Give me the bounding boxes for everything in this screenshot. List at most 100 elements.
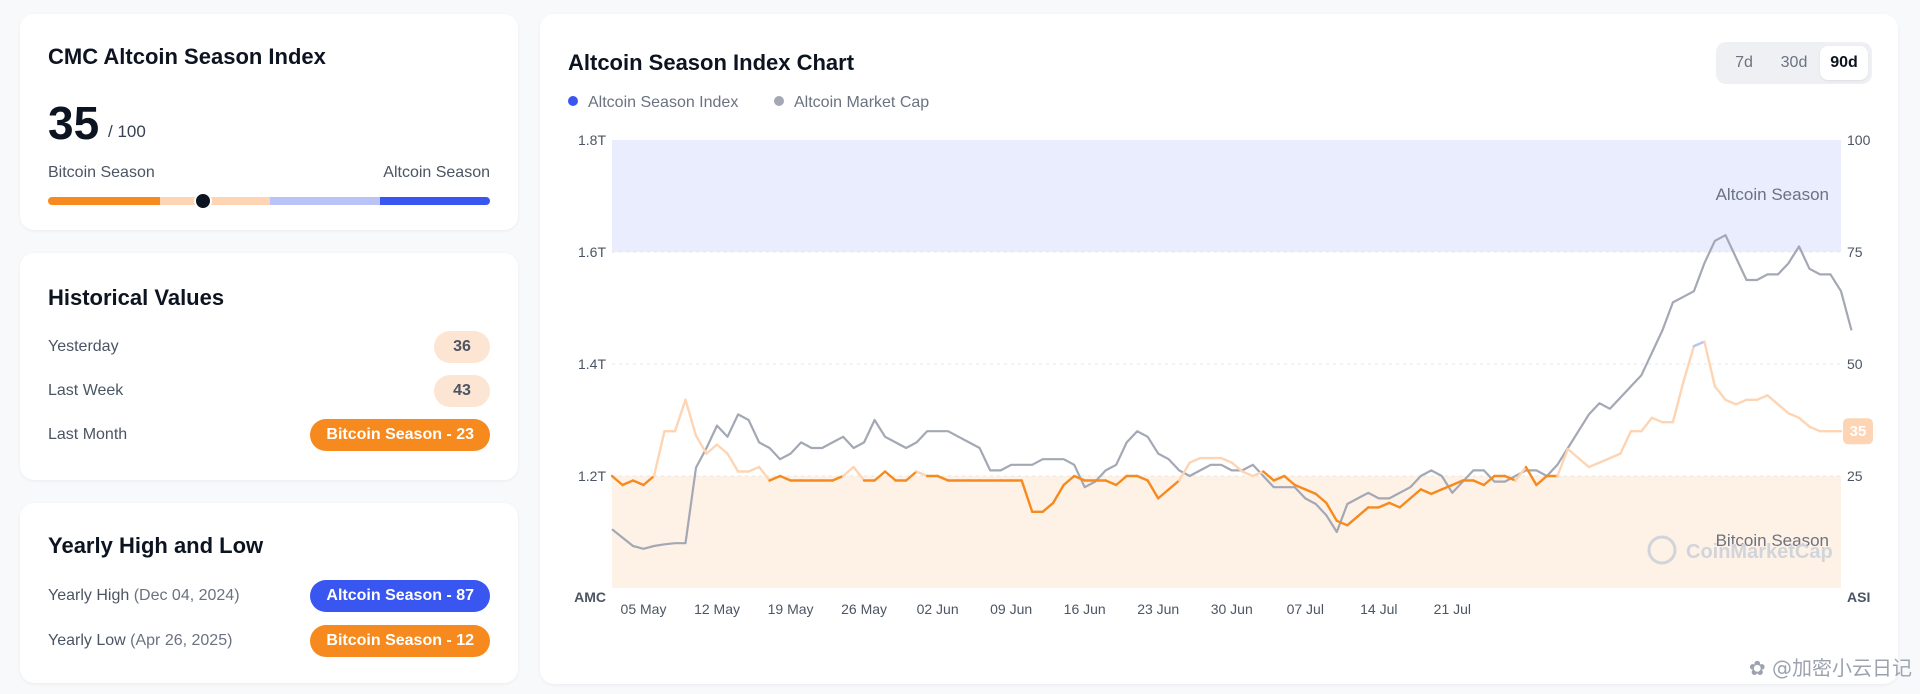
history-value-yesterday: 36 bbox=[434, 331, 490, 363]
left-axis-tick-2: 1.4T bbox=[578, 356, 606, 372]
series-segment-index-66 bbox=[1304, 488, 1317, 496]
slider-segment-bitcoin bbox=[48, 197, 160, 205]
series-segment-index-28 bbox=[904, 470, 918, 482]
series-segment-index-55 bbox=[1188, 456, 1202, 464]
series-segment-index-54 bbox=[1178, 461, 1191, 482]
series-segment-index-90 bbox=[1556, 447, 1570, 478]
altcoin-season-chart: Altcoin Season Bitcoin SeasonCoinMarketCa… bbox=[574, 132, 1873, 617]
series-segment-index-106 bbox=[1724, 398, 1738, 406]
series-segment-index-10 bbox=[715, 443, 729, 455]
series-segment-index-75 bbox=[1398, 497, 1412, 509]
series-segment-index-69 bbox=[1335, 519, 1349, 527]
index-max: / 100 bbox=[108, 122, 146, 141]
right-axis-tick-3: 25 bbox=[1847, 468, 1863, 484]
series-segment-index-77 bbox=[1419, 488, 1433, 496]
series-segment-index-107 bbox=[1734, 398, 1748, 406]
altcoin-index-card: CMC Altcoin Season Index 35 / 100 Bitcoi… bbox=[20, 14, 518, 230]
history-label-last-month: Last Month bbox=[48, 426, 128, 443]
series-segment-index-76 bbox=[1409, 488, 1422, 500]
history-label-yesterday: Yesterday bbox=[48, 338, 119, 355]
series-line-market-cap bbox=[611, 234, 1853, 550]
x-tick-11: 21 Jul bbox=[1434, 601, 1471, 617]
range-30d-button[interactable]: 30d bbox=[1780, 54, 1808, 71]
zone-label-bitcoin-season: Bitcoin Season bbox=[1716, 531, 1829, 550]
zone-label-altcoin-season: Altcoin Season bbox=[1716, 185, 1829, 204]
series-segment-index-41 bbox=[1041, 501, 1055, 513]
chart-title: Altcoin Season Index Chart bbox=[568, 50, 855, 75]
x-tick-10: 14 Jul bbox=[1360, 601, 1397, 617]
slider-segment-bitcoin-light bbox=[160, 197, 270, 205]
yearly-low-label: Yearly Low bbox=[48, 632, 126, 649]
series-segment-index-4 bbox=[652, 430, 666, 478]
series-segment-index-6 bbox=[673, 398, 687, 433]
series-segment-index-96 bbox=[1619, 430, 1633, 455]
range-switch: 7d 30d 90d bbox=[1716, 42, 1872, 84]
series-segment-index-113 bbox=[1797, 416, 1811, 428]
series-segment-index-80 bbox=[1451, 479, 1464, 487]
series-segment-index-112 bbox=[1787, 412, 1801, 419]
range-7d-button[interactable]: 7d bbox=[1735, 54, 1753, 71]
left-axis-label: AMC bbox=[574, 589, 606, 605]
series-segment-index-86 bbox=[1514, 465, 1528, 482]
left-axis-tick-0: 1.8T bbox=[578, 132, 606, 148]
history-value-last-month: Bitcoin Season - 23 bbox=[310, 419, 490, 451]
legend-dot-index bbox=[568, 96, 578, 106]
series-segment-index-102 bbox=[1682, 344, 1696, 384]
series-segment-index-62 bbox=[1262, 470, 1275, 482]
series-segment-index-83 bbox=[1482, 474, 1496, 487]
right-axis-tick-2: 50 bbox=[1847, 356, 1863, 372]
range-90d-button[interactable]: 90d bbox=[1820, 46, 1868, 80]
legend-label-market-cap: Altcoin Market Cap bbox=[794, 94, 930, 111]
series-segment-index-1 bbox=[621, 479, 635, 487]
series-segment-index-25 bbox=[873, 470, 887, 482]
series-segment-index-63 bbox=[1272, 474, 1286, 482]
series-segment-index-0 bbox=[610, 474, 624, 487]
x-tick-2: 19 May bbox=[768, 601, 814, 617]
series-segment-index-48 bbox=[1115, 474, 1128, 487]
zone-altcoin-season bbox=[612, 140, 1841, 252]
series-segment-index-70 bbox=[1346, 515, 1359, 527]
slider-knob bbox=[193, 192, 212, 210]
series-segment-index-95 bbox=[1608, 452, 1622, 460]
series-segment-index-99 bbox=[1650, 416, 1664, 424]
series-segment-index-7 bbox=[684, 398, 698, 437]
series-segment-index-8 bbox=[694, 434, 708, 455]
history-label-last-week: Last Week bbox=[48, 382, 124, 399]
series-segment-index-101 bbox=[1671, 380, 1685, 424]
series-segment-index-16 bbox=[778, 474, 792, 482]
series-segment-index-61 bbox=[1251, 470, 1265, 478]
altcoin-season-label: Altcoin Season bbox=[383, 164, 490, 181]
series-segment-index-3 bbox=[642, 474, 656, 487]
index-card-title: CMC Altcoin Season Index bbox=[48, 44, 326, 69]
series-segment-index-114 bbox=[1808, 425, 1822, 433]
series-segment-index-87 bbox=[1524, 465, 1538, 487]
series-segment-index-103 bbox=[1692, 340, 1706, 348]
series-segment-index-39 bbox=[1020, 479, 1034, 513]
series-segment-index-93 bbox=[1587, 461, 1601, 469]
left-axis-tick-1: 1.6T bbox=[578, 244, 606, 260]
legend-item-index[interactable]: Altcoin Season Index bbox=[568, 94, 738, 112]
series-segment-index-60 bbox=[1241, 470, 1254, 478]
yearly-high-value: Altcoin Season - 87 bbox=[310, 580, 490, 612]
series-segment-index-78 bbox=[1430, 488, 1443, 496]
yearly-low-value: Bitcoin Season - 12 bbox=[310, 625, 490, 657]
yearly-low-date: (Apr 26, 2025) bbox=[130, 632, 233, 649]
bitcoin-season-label: Bitcoin Season bbox=[48, 164, 155, 181]
x-tick-9: 07 Jul bbox=[1287, 601, 1324, 617]
last-value-label: 35 bbox=[1850, 423, 1867, 440]
series-segment-index-29 bbox=[915, 470, 929, 478]
series-segment-index-50 bbox=[1136, 474, 1149, 482]
series-segment-index-64 bbox=[1283, 474, 1296, 487]
last-value-badge bbox=[1843, 418, 1873, 445]
legend-item-market-cap[interactable]: Altcoin Market Cap bbox=[774, 94, 929, 112]
series-segment-index-94 bbox=[1598, 456, 1612, 464]
series-segment-index-11 bbox=[726, 452, 740, 473]
right-axis-label: ASI bbox=[1847, 589, 1870, 605]
series-segment-index-42 bbox=[1052, 483, 1065, 505]
series-segment-index-88 bbox=[1535, 474, 1549, 487]
series-segment-index-67 bbox=[1314, 492, 1328, 505]
series-segment-index-110 bbox=[1766, 394, 1780, 406]
series-segment-index-15 bbox=[768, 474, 782, 482]
index-value: 35 bbox=[48, 97, 100, 149]
x-tick-4: 02 Jun bbox=[917, 601, 959, 617]
